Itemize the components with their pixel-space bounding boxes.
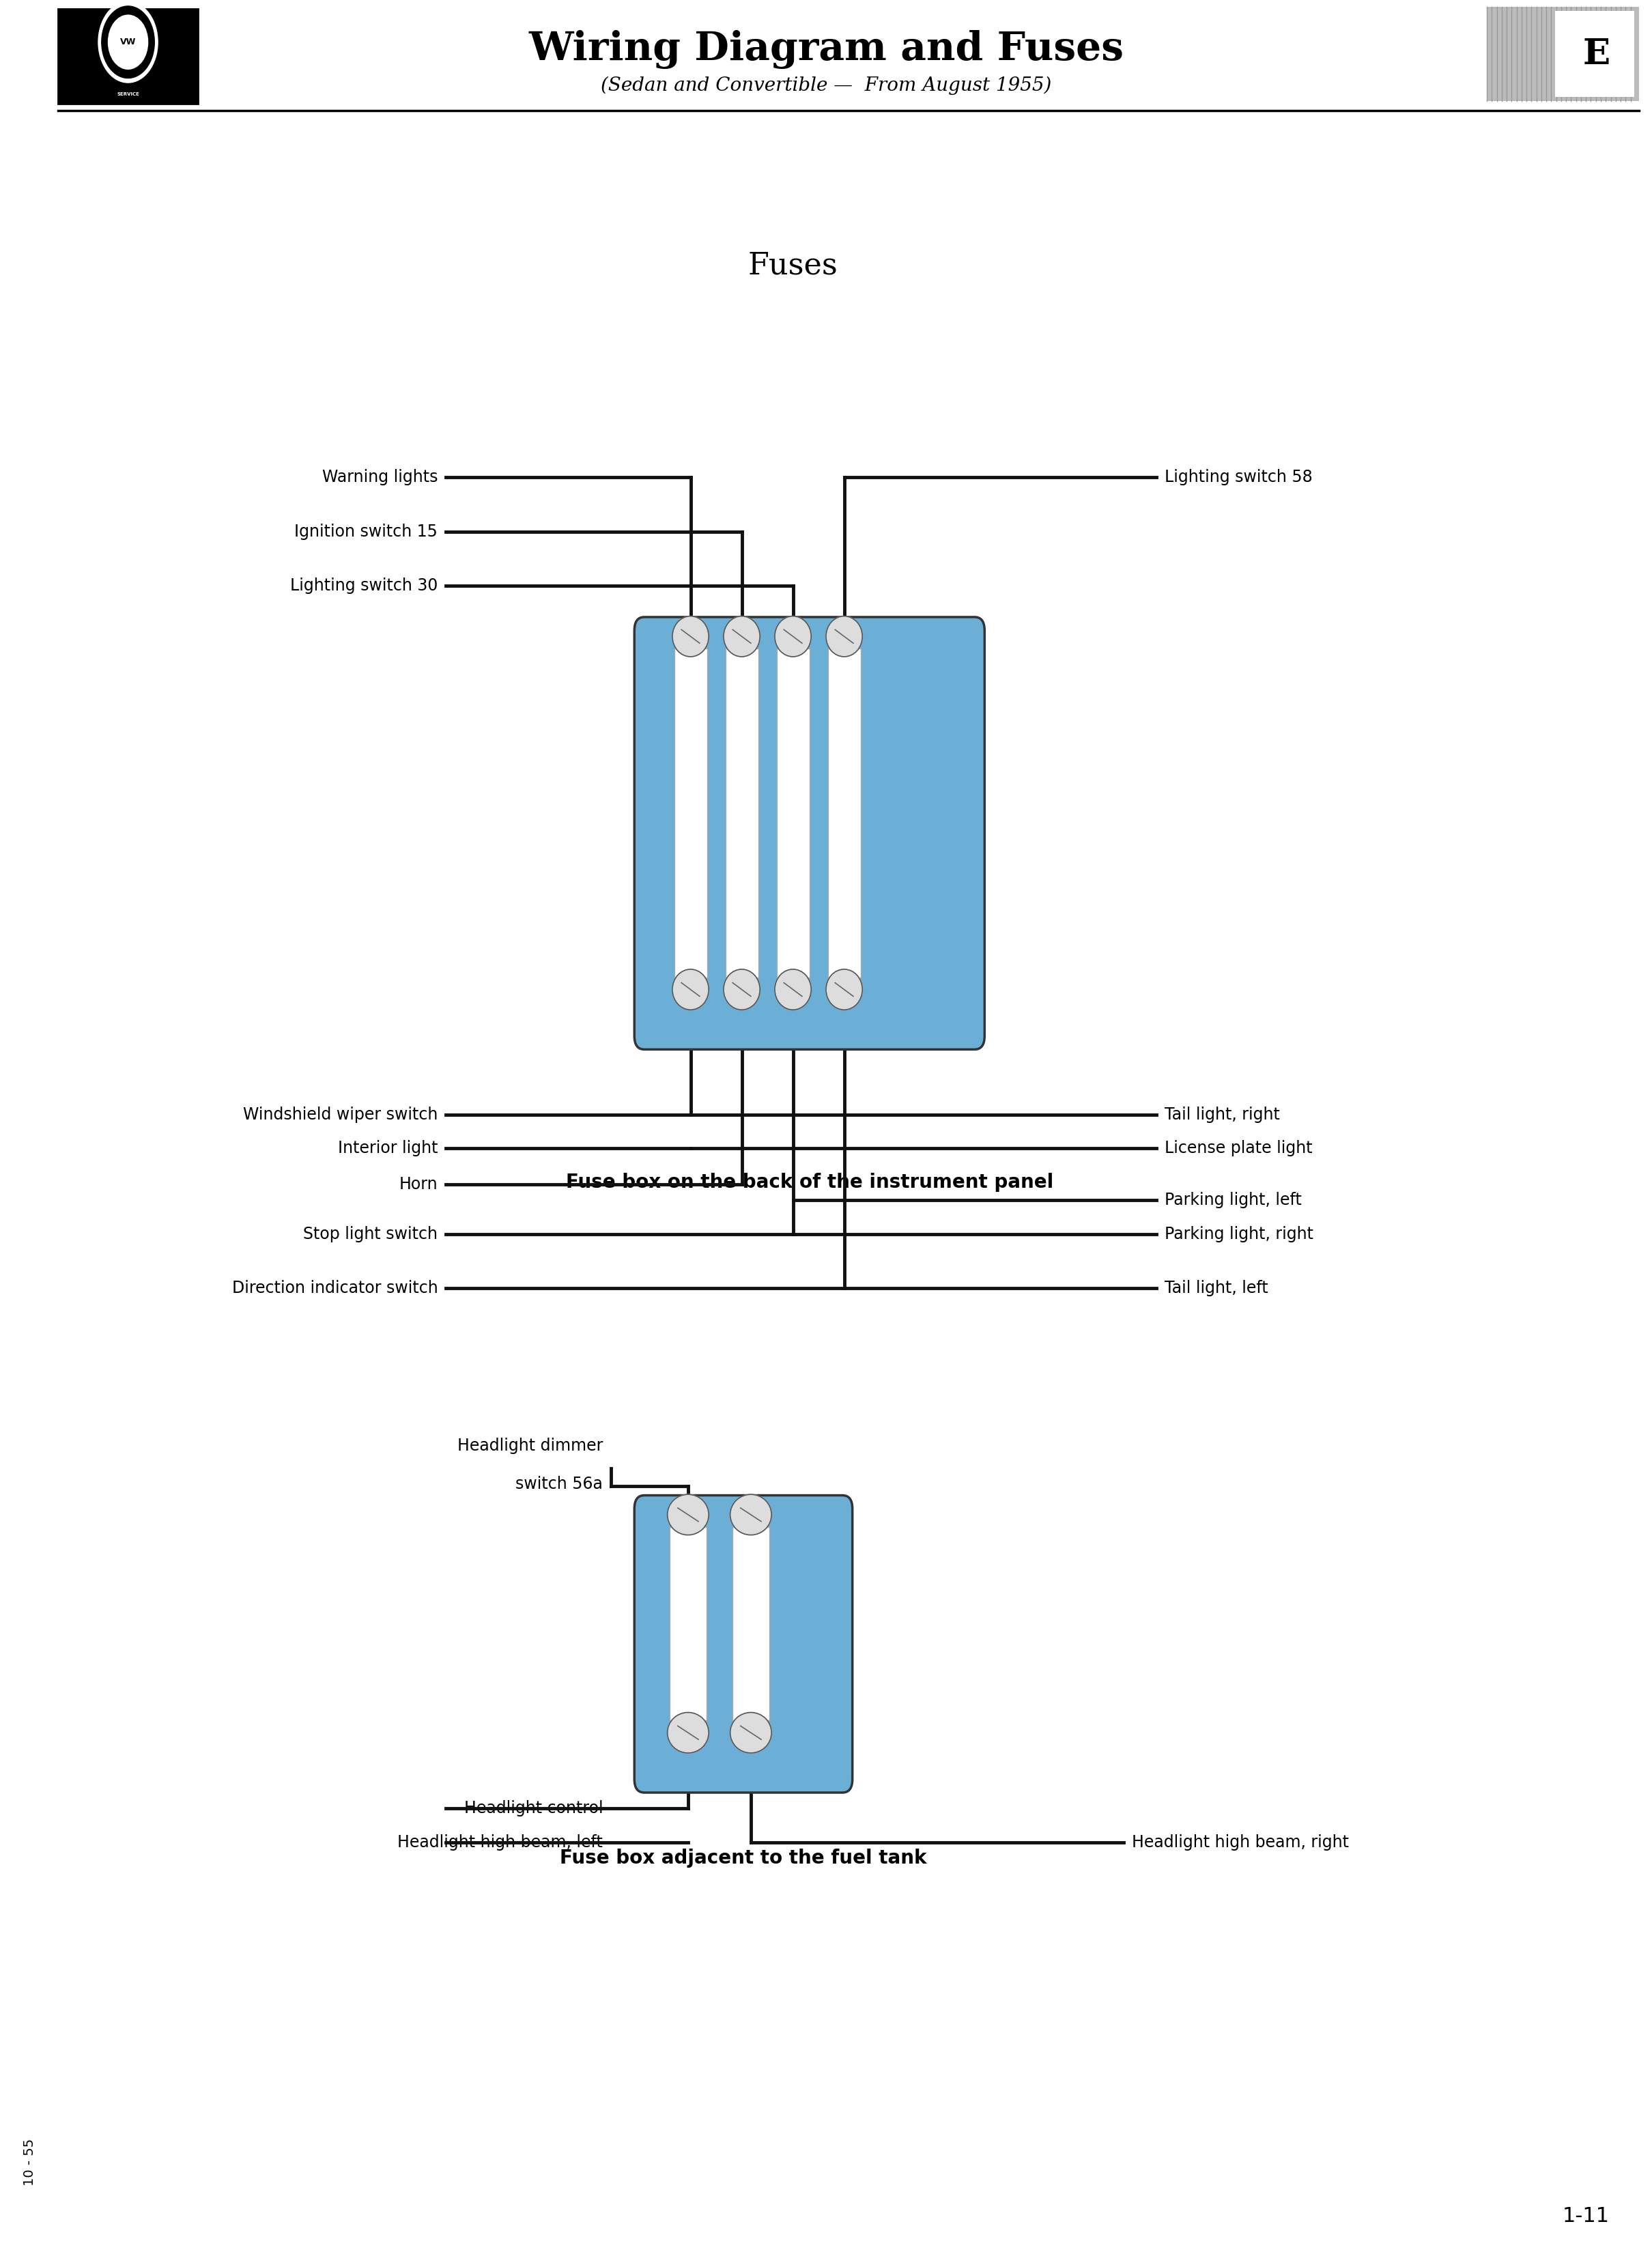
Ellipse shape [724,617,760,658]
Text: License plate light: License plate light [1165,1140,1313,1158]
Bar [732,1527,770,1721]
Text: Tail light, right: Tail light, right [1165,1106,1280,1124]
Text: SERVICE: SERVICE [117,92,139,97]
Ellipse shape [826,968,862,1009]
Text: Fuses: Fuses [748,250,838,282]
Text: Headlight dimmer: Headlight dimmer [458,1437,603,1455]
Text: Headlight high beam, left: Headlight high beam, left [398,1833,603,1851]
Text: switch 56a: switch 56a [515,1475,603,1493]
Text: Interior light: Interior light [337,1140,438,1158]
Circle shape [102,7,155,79]
Bar [828,649,861,977]
Ellipse shape [730,1712,771,1752]
Text: 1-11: 1-11 [1563,2207,1609,2225]
Bar [1487,7,1639,101]
Text: Windshield wiper switch: Windshield wiper switch [243,1106,438,1124]
Text: E: E [1583,36,1611,72]
Text: Headlight control: Headlight control [464,1799,603,1817]
Text: Lighting switch 58: Lighting switch 58 [1165,468,1313,486]
Ellipse shape [775,968,811,1009]
Ellipse shape [667,1712,709,1752]
Ellipse shape [667,1495,709,1536]
Circle shape [109,16,149,70]
Text: Parking light, right: Parking light, right [1165,1225,1313,1243]
Text: Headlight high beam, right: Headlight high beam, right [1132,1833,1348,1851]
Bar [776,649,809,977]
Ellipse shape [775,617,811,658]
Text: Fuse box adjacent to the fuel tank: Fuse box adjacent to the fuel tank [560,1849,927,1867]
Bar [674,649,707,977]
Text: 10 - 55: 10 - 55 [23,2139,36,2184]
Bar [725,649,758,977]
Text: Wiring Diagram and Fuses: Wiring Diagram and Fuses [529,29,1123,70]
Bar [669,1527,707,1721]
Ellipse shape [672,968,709,1009]
Text: Warning lights: Warning lights [322,468,438,486]
Text: Fuse box on the back of the instrument panel: Fuse box on the back of the instrument p… [565,1173,1054,1191]
Circle shape [99,2,159,83]
Text: Parking light, left: Parking light, left [1165,1191,1302,1209]
Text: Horn: Horn [400,1176,438,1194]
Text: Lighting switch 30: Lighting switch 30 [291,577,438,595]
Ellipse shape [826,617,862,658]
Text: Direction indicator switch: Direction indicator switch [231,1279,438,1297]
FancyBboxPatch shape [634,1495,852,1793]
Text: Tail light, left: Tail light, left [1165,1279,1269,1297]
Ellipse shape [672,617,709,658]
FancyBboxPatch shape [634,617,985,1049]
Bar [1555,11,1634,97]
Ellipse shape [730,1495,771,1536]
Text: VW: VW [121,38,135,47]
Text: Ignition switch 15: Ignition switch 15 [294,522,438,540]
Bar [58,9,198,104]
Ellipse shape [724,968,760,1009]
Text: (Sedan and Convertible —  From August 1955): (Sedan and Convertible — From August 195… [601,77,1051,95]
Text: Stop light switch: Stop light switch [304,1225,438,1243]
